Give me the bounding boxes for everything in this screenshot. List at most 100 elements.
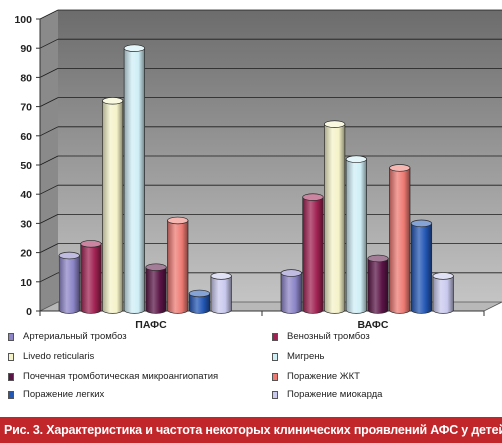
bar-0-0 [58,251,80,314]
caption-text: Характеристика и частота некоторых клини… [46,423,502,437]
bar-top [210,272,232,280]
bar-0-3 [123,44,145,314]
figure-caption: Рис. 3. Характеристика и частота некотор… [0,417,502,443]
gridline-side [39,38,59,49]
y-tick-label: 20 [20,248,32,260]
legend-item: Поражение миокарда [272,389,382,400]
legend-swatch [8,390,14,399]
legend: Артериальный тромбоз Венозный тромбоз Live… [0,331,502,417]
bar-top [367,254,389,263]
gridline-side [39,97,59,107]
bar-1-3 [345,155,367,314]
bar-top [432,272,454,280]
gridline-side [39,184,59,195]
gridline-side [39,243,59,253]
y-tick-label: 100 [14,14,32,26]
legend-swatch [272,352,278,361]
bar-body [210,275,232,314]
legend-label: Поражение миокарда [287,389,383,400]
bar-body [167,220,189,314]
bar-body [410,223,433,314]
legend-label: Артериальный тромбоз [23,331,127,342]
bar-top [102,97,124,105]
x-axis: ПАФС ВАФС [39,310,485,330]
legend-label: Венозный тромбоз [287,331,370,342]
bar-top [167,216,189,225]
legend-swatch [8,372,14,381]
legend-item: Livedo reticularis [8,351,94,362]
bar-top [123,44,145,52]
legend-swatch [8,352,14,361]
bar-body [432,275,454,314]
gridline-side [39,155,59,166]
bar-top [80,240,102,248]
bar-top [58,251,80,260]
legend-label: Livedo reticularis [23,351,95,362]
bar-top [280,269,302,277]
y-tick-label: 90 [20,43,32,55]
bar-chart: 0 10 20 30 40 50 60 70 80 90 100 ПАФС ВАФС [14,9,502,330]
x-category-label: ПАФС [135,319,167,330]
bar-top [345,155,367,163]
bar-body [345,158,367,314]
legend-label: Поражение ЖКТ [287,371,360,382]
legend-swatch [272,372,278,381]
legend-item: Поражение ЖКТ [272,371,360,382]
legend-item: Артериальный тромбоз [8,331,127,342]
bar-body [145,266,167,314]
bar-0-4 [145,263,167,314]
bar-1-4 [367,254,389,314]
legend-swatch [272,332,278,341]
bar-body [58,255,80,314]
bar-1-5 [389,164,411,314]
bar-1-0 [280,269,302,314]
y-tick-label: 40 [20,189,32,201]
bar-body [302,196,324,314]
y-tick-label: 60 [20,131,32,143]
legend-label: Поражение легких [23,389,105,400]
legend-label: Почечная тромботическая микроангиопатия [23,371,219,382]
y-axis: 0 10 20 30 40 50 60 70 80 90 100 [14,14,41,318]
bar-0-1 [80,240,102,314]
bar-body [367,258,389,314]
legend-swatch [272,390,278,399]
x-category-label: ВАФС [358,319,389,330]
bar-1-6 [410,219,433,314]
bar-top [302,193,324,201]
bar-0-7 [210,272,232,314]
gridline-side [39,9,59,20]
bar-top [188,289,211,298]
gridline-side [39,126,59,137]
bar-body [324,123,346,314]
bars [58,44,454,314]
bar-body [188,293,211,314]
bar-top [389,164,411,172]
legend-item: Поражение легких [8,389,104,400]
bar-top [410,219,433,228]
bar-1-7 [432,272,454,314]
bar-0-2 [102,97,124,314]
y-tick-label: 0 [26,306,32,318]
y-tick-label: 80 [20,72,32,84]
legend-item: Почечная тромботическая микроангиопатия [8,371,218,382]
bar-top [324,120,346,128]
y-tick-label: 30 [20,218,32,230]
bar-body [389,167,411,314]
y-tick-label: 70 [20,102,32,114]
y-tick-label: 50 [20,160,32,172]
bar-1-2 [324,120,346,314]
legend-swatch [8,332,14,341]
gridline-side [39,68,59,78]
caption-label: Рис. 3. [4,423,43,437]
bar-top [145,263,167,271]
bar-0-6 [188,289,211,314]
gridline-side [39,272,59,283]
chart-area: 0 10 20 30 40 50 60 70 80 90 100 ПАФС ВАФС [14,9,502,330]
bar-0-5 [167,216,189,314]
bar-body [80,243,102,314]
legend-item: Мигрень [272,351,324,362]
bar-1-1 [302,193,324,314]
y-tick-label: 10 [20,277,32,289]
legend-item: Венозный тромбоз [272,331,370,342]
bar-body [280,272,302,314]
